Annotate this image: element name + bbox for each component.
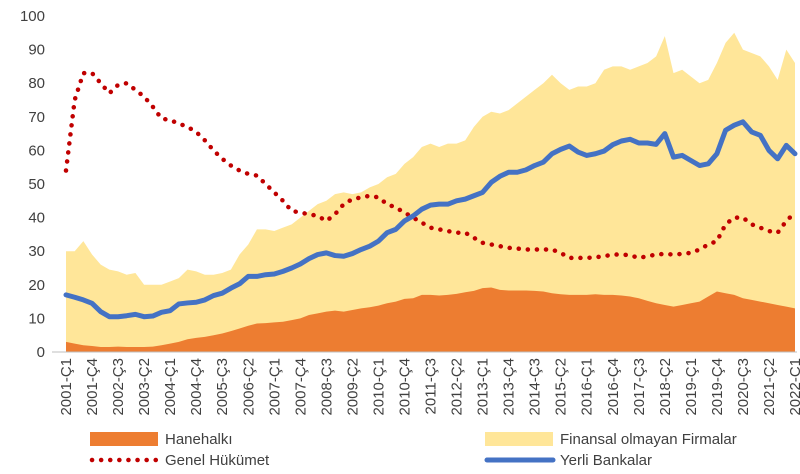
x-tick-label: 2004-Ç4 [188, 358, 205, 416]
x-tick-label: 2022-Ç1 [787, 358, 800, 416]
x-tick-label: 2016-Ç4 [605, 358, 622, 416]
x-tick-label: 2010-Ç4 [396, 358, 413, 416]
legend-label: Finansal olmayan Firmalar [560, 431, 737, 448]
legend-label: Genel Hükümet [165, 452, 270, 469]
y-tick-label: 20 [28, 277, 45, 294]
legend-swatch [485, 432, 553, 446]
x-tick-label: 2005-Ç3 [214, 358, 231, 416]
x-tick-label: 2011-Ç3 [423, 358, 440, 414]
x-tick-label: 2006-Ç2 [240, 358, 257, 416]
x-tick-label: 2001-Ç4 [84, 358, 101, 416]
x-tick-label: 2021-Ç2 [761, 358, 778, 416]
x-tick-label: 2004-Ç1 [162, 358, 179, 416]
x-tick-label: 2003-Ç2 [136, 358, 153, 416]
x-tick-label: 2014-Ç3 [527, 358, 544, 416]
x-tick-label: 2018-Ç2 [657, 358, 674, 416]
area [66, 287, 795, 352]
x-tick-label: 2008-Ç3 [318, 358, 335, 416]
y-tick-label: 40 [28, 210, 45, 227]
y-tick-label: 10 [28, 310, 45, 327]
y-tick-label: 90 [28, 42, 45, 59]
x-tick-label: 2007-Ç4 [292, 358, 309, 416]
x-tick-label: 2010-Ç1 [370, 358, 387, 416]
x-tick-label: 2016-Ç1 [579, 358, 596, 416]
legend-swatch [90, 432, 158, 446]
x-tick-label: 2019-Ç1 [683, 358, 700, 416]
x-tick-label: 2012-Ç2 [449, 358, 466, 416]
y-tick-label: 70 [28, 109, 45, 126]
y-tick-label: 0 [37, 344, 45, 361]
x-tick-label: 2019-Ç4 [709, 358, 726, 416]
x-tick-label: 2017-Ç3 [631, 358, 648, 416]
legend-label: Hanehalkı [165, 431, 233, 448]
x-tick-label: 2001-Ç1 [58, 358, 75, 416]
y-tick-label: 80 [28, 75, 45, 92]
y-tick-label: 50 [28, 176, 45, 193]
x-tick-label: 2007-Ç1 [266, 358, 283, 416]
area [66, 32, 795, 353]
x-tick-label: 2015-Ç2 [553, 358, 570, 416]
x-tick-label: 2009-Ç2 [344, 358, 361, 416]
y-tick-label: 30 [28, 243, 45, 260]
legend-label: Yerli Bankalar [560, 452, 652, 469]
x-tick-label: 2013-Ç4 [501, 358, 518, 416]
y-tick-label: 100 [20, 8, 45, 25]
x-tick-label: 2020-Ç3 [735, 358, 752, 416]
line [63, 70, 798, 261]
line [63, 119, 798, 320]
y-tick-label: 60 [28, 142, 45, 159]
x-tick-label: 2013-Ç1 [475, 358, 492, 416]
x-tick-label: 2002-Ç3 [110, 358, 127, 416]
